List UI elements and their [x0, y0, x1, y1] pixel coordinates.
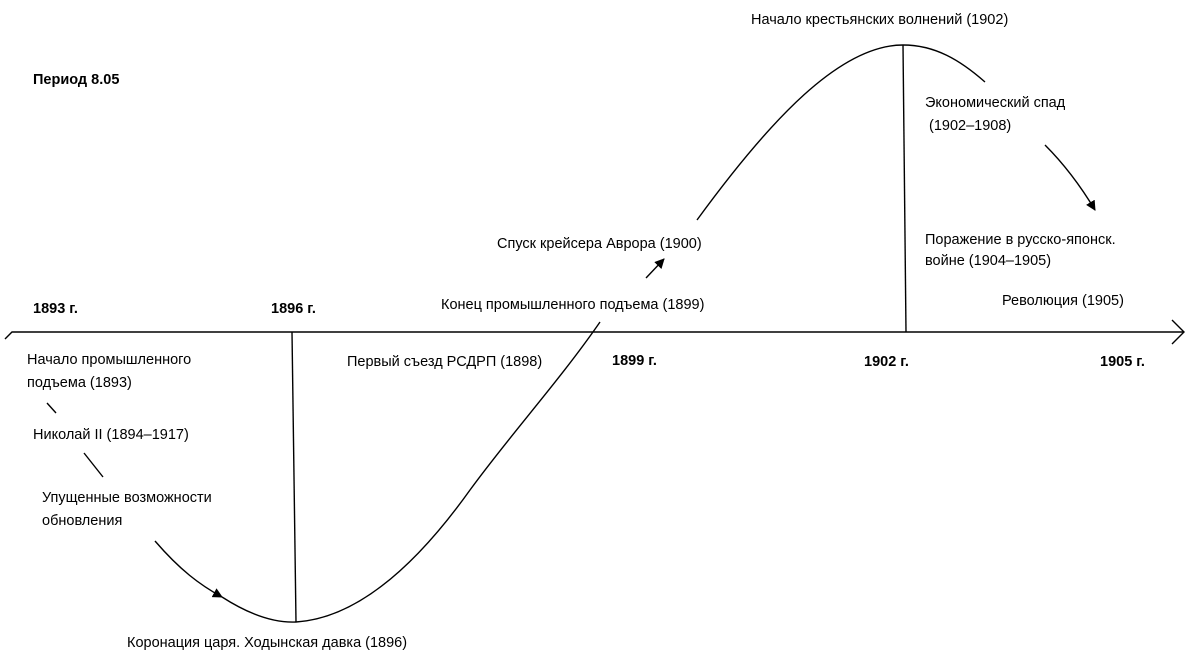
period-label: Период 8.05 — [33, 72, 119, 88]
curve — [221, 321, 601, 623]
event-label: Начало промышленного — [27, 352, 191, 368]
event-label: (1902–1908) — [925, 118, 1011, 134]
curve — [645, 258, 665, 279]
event-label: Конец промышленного подъема (1899) — [441, 297, 704, 313]
event-label: Николай II (1894–1917) — [33, 427, 189, 443]
year-label: 1896 г. — [271, 301, 316, 317]
event-label: Революция (1905) — [1002, 293, 1124, 309]
year-label: 1902 г. — [864, 354, 909, 370]
event-label: войне (1904–1905) — [925, 253, 1051, 269]
event-label: обновления — [42, 513, 122, 529]
year-label: 1899 г. — [612, 353, 657, 369]
year-label: 1905 г. — [1100, 354, 1145, 370]
curve — [46, 402, 57, 414]
event-label: Первый съезд РСДРП (1898) — [347, 354, 542, 370]
event-label: Упущенные возможности — [42, 490, 212, 506]
event-label: Коронация царя. Ходынская давка (1896) — [127, 635, 407, 651]
event-label: Спуск крейсера Аврора (1900) — [497, 236, 702, 252]
vertical-line — [902, 44, 907, 333]
event-label: подъема (1893) — [27, 375, 132, 391]
curve — [83, 452, 104, 478]
event-label: Экономический спад — [925, 95, 1066, 111]
year-label: 1893 г. — [33, 301, 78, 317]
vertical-line — [291, 331, 297, 623]
event-label: Начало крестьянских волнений (1902) — [751, 12, 1008, 28]
event-label: Поражение в русско-японск. — [925, 232, 1116, 248]
time-axis — [4, 331, 1183, 340]
curve — [154, 540, 223, 598]
axis-arrow — [1171, 319, 1185, 345]
curve — [1044, 144, 1096, 211]
curve — [696, 44, 986, 221]
